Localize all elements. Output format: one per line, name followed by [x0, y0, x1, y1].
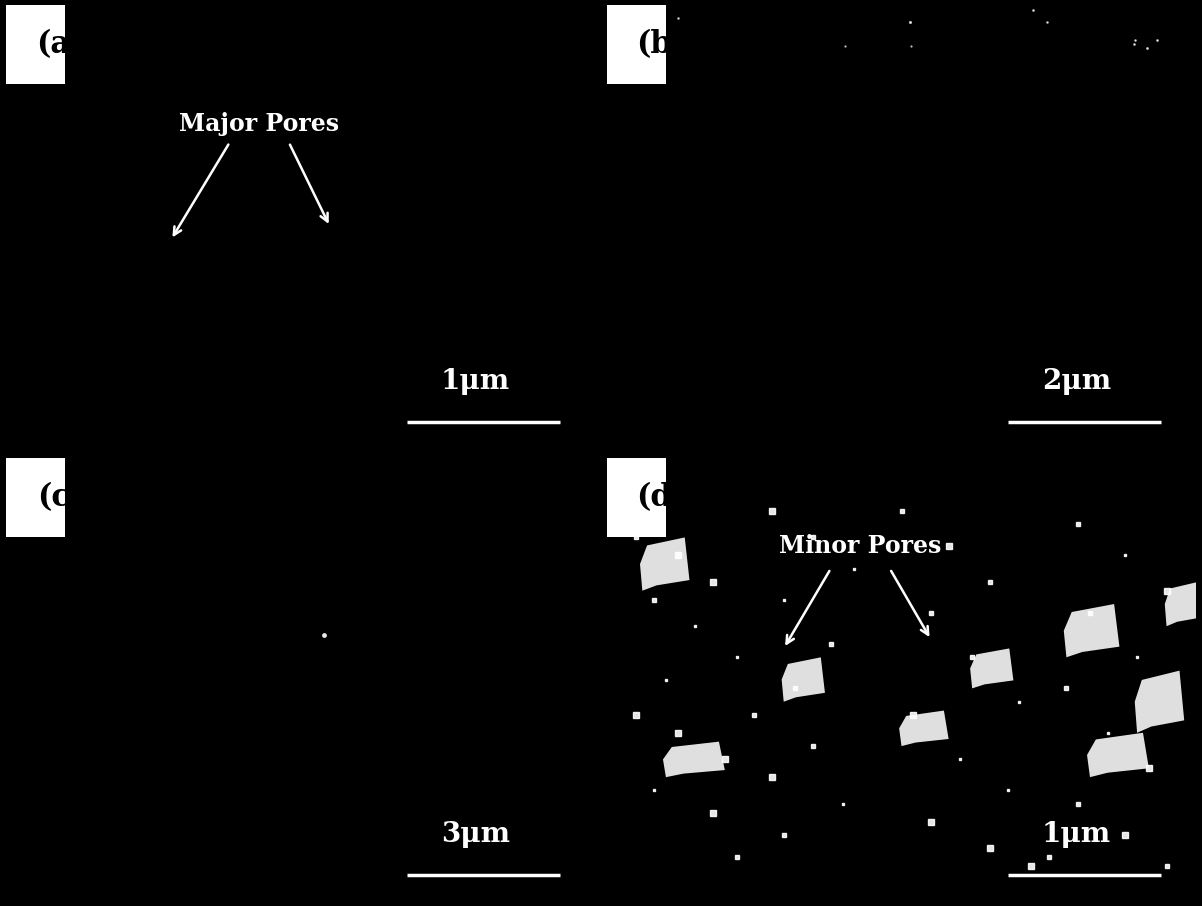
Text: (c): (c)	[37, 482, 84, 513]
Polygon shape	[1135, 670, 1184, 733]
Polygon shape	[6, 5, 136, 84]
Text: Minor Pores: Minor Pores	[779, 535, 941, 558]
Polygon shape	[639, 537, 690, 591]
Text: (b): (b)	[636, 29, 686, 60]
Polygon shape	[6, 458, 136, 537]
Polygon shape	[899, 710, 948, 747]
Text: 1μm: 1μm	[1042, 821, 1111, 848]
Text: 1μm: 1μm	[441, 368, 510, 395]
Polygon shape	[607, 5, 737, 84]
Polygon shape	[664, 742, 725, 777]
Polygon shape	[607, 458, 737, 537]
Polygon shape	[970, 649, 1013, 689]
Text: (a): (a)	[36, 29, 84, 60]
Text: 3μm: 3μm	[441, 821, 510, 848]
Text: 2μm: 2μm	[1042, 368, 1111, 395]
Polygon shape	[1064, 604, 1119, 658]
Polygon shape	[1087, 733, 1149, 777]
Polygon shape	[781, 658, 825, 701]
Text: (d): (d)	[636, 482, 686, 513]
Polygon shape	[1165, 582, 1202, 626]
Text: Major Pores: Major Pores	[179, 112, 339, 137]
